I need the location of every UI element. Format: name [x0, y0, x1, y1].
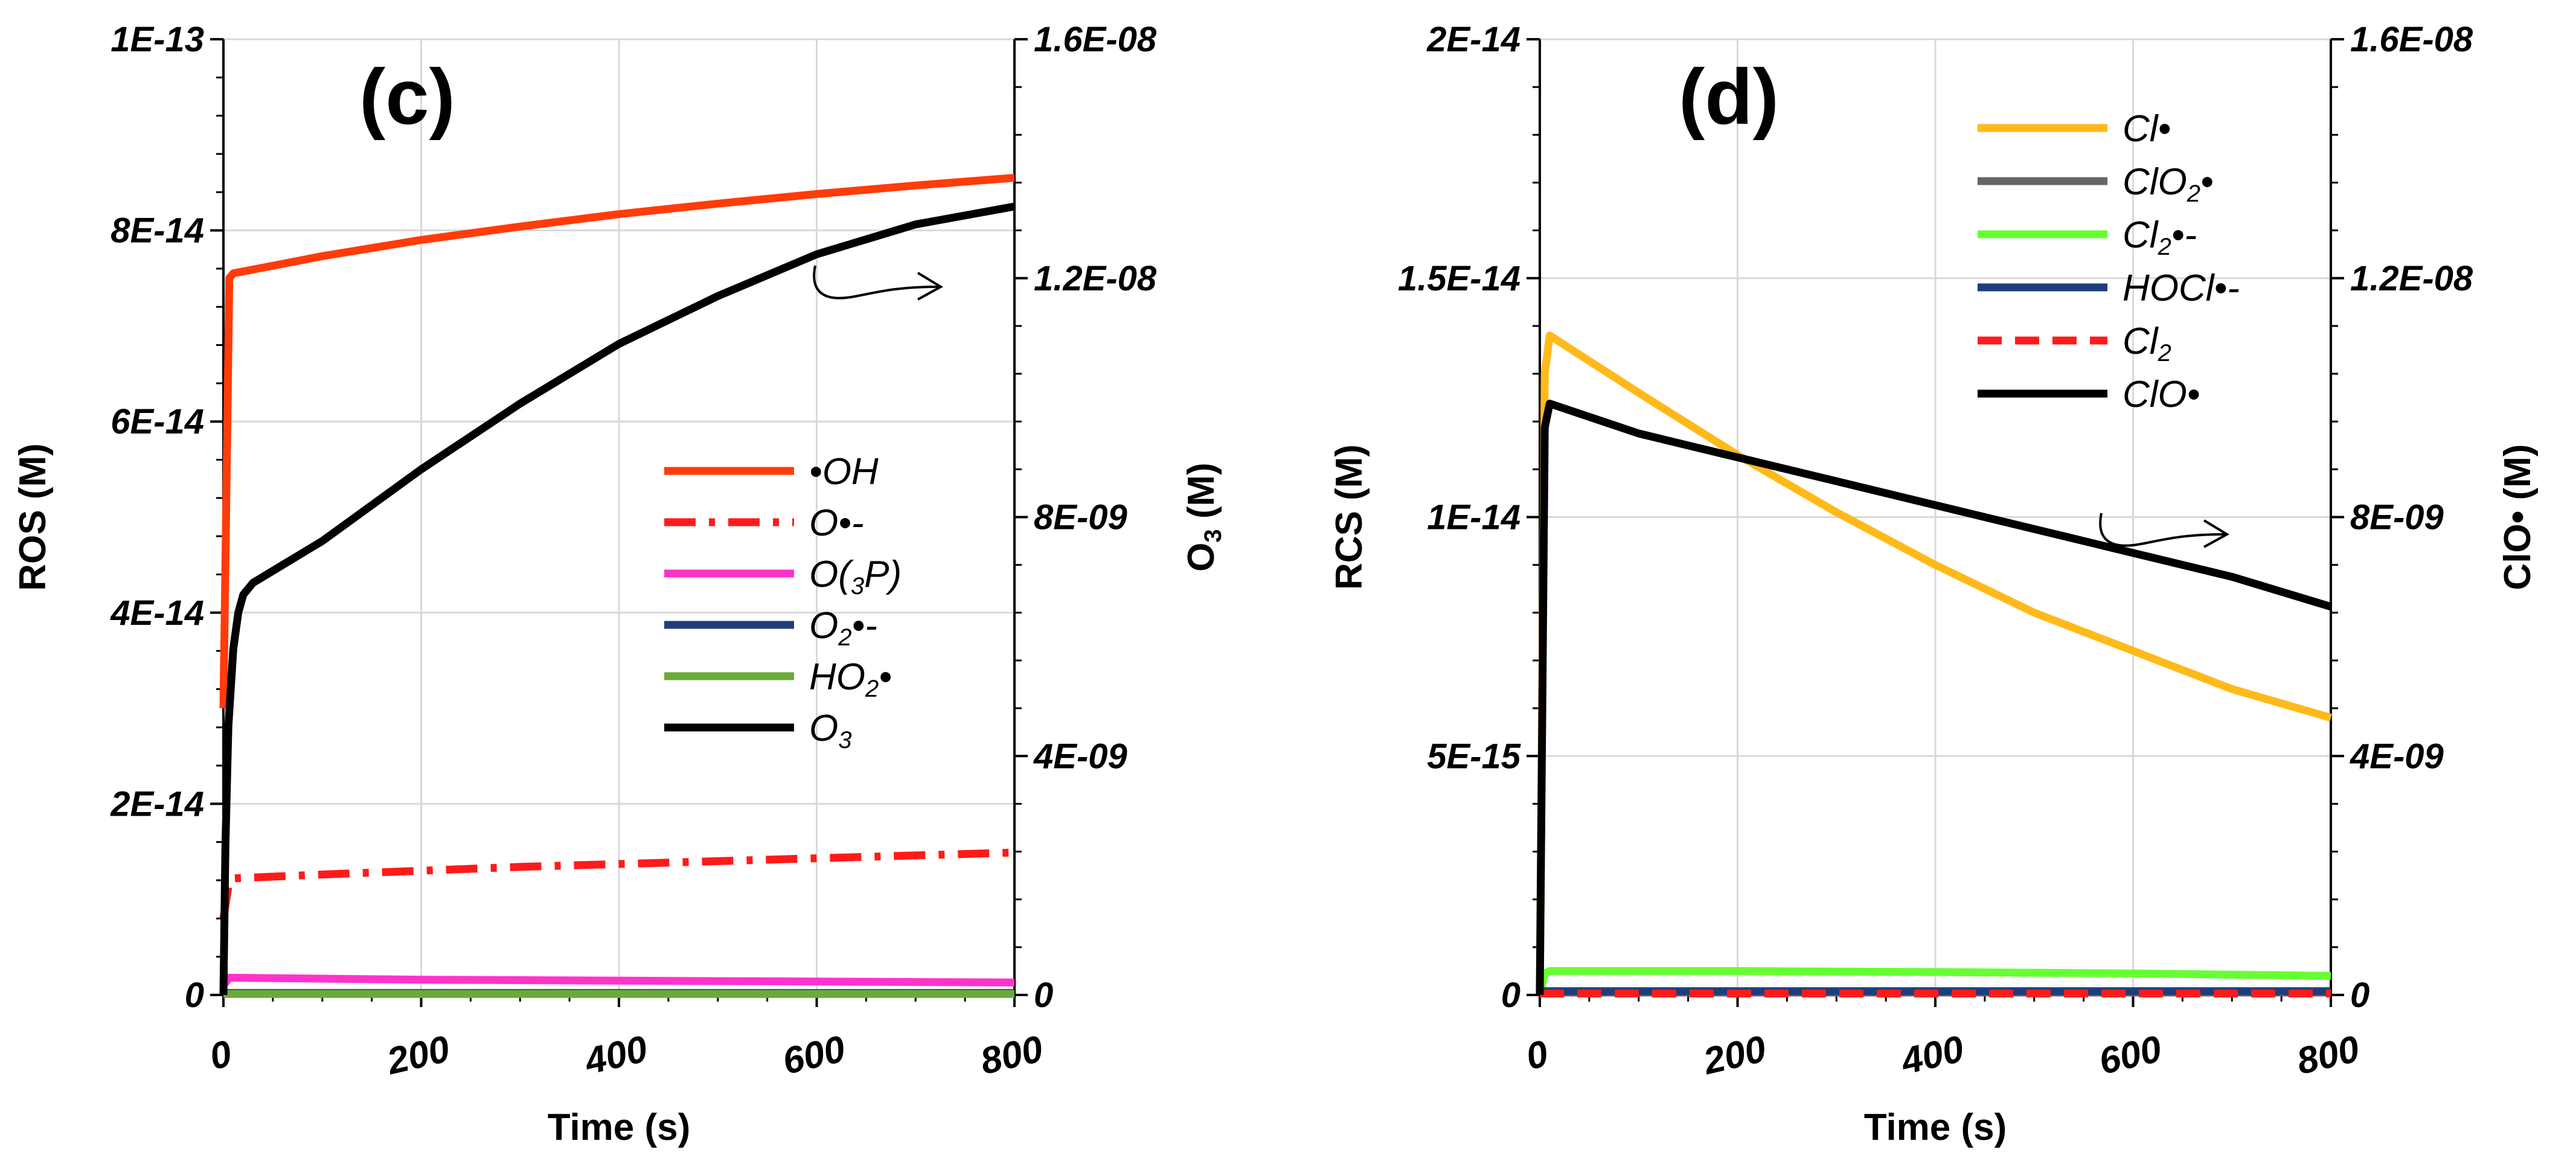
y-tick-label: 1.5E-14 — [1398, 259, 1520, 298]
y-tick-label: 6E-14 — [111, 402, 204, 441]
x-tick-label: 200 — [1699, 1028, 1770, 1083]
panel-label: (c) — [359, 53, 455, 141]
legend-label: O(3P) — [809, 554, 902, 600]
legend-label-tail: • — [2200, 161, 2214, 203]
legend-label-main: Cl• — [2123, 108, 2171, 150]
legend-label-main: HOCl•- — [2123, 267, 2240, 309]
legend-label-main: O — [809, 708, 838, 749]
legend-label: HO2• — [809, 656, 892, 702]
y2-title-main: ClO• (M) — [2497, 444, 2539, 590]
legend-label: •OH — [809, 451, 879, 493]
legend-label-main: ClO• — [2123, 374, 2200, 415]
y-tick-label: 1E-14 — [1427, 498, 1520, 537]
legend-label: HOCl•- — [2123, 267, 2240, 309]
chart-panel-d: 0 5E-15 1E-14 1.5E-14 2E-14 0 4E-09 8E-09 1.2E-0… — [1328, 20, 2539, 1148]
y-axis-title: RCS (M) — [1328, 444, 1370, 590]
legend-label-main: Cl — [2123, 214, 2159, 256]
series-line-0-2 — [220, 974, 1015, 988]
legend-label: ClO2• — [2123, 161, 2214, 207]
legend-label-main: Cl — [2123, 321, 2159, 362]
legend-label: Cl• — [2123, 108, 2171, 150]
x-tick-label: 400 — [1896, 1028, 1967, 1083]
y-tick-label: 0 — [1501, 976, 1520, 1015]
y2-tick-label: 8E-09 — [1034, 498, 1127, 537]
y2-tick-label: 1.6E-08 — [2350, 20, 2473, 59]
legend-label-sub: 3 — [851, 573, 864, 600]
arrow-head — [917, 272, 943, 301]
y-tick-label: 2E-14 — [1426, 20, 1520, 59]
chart-panel-c: 0 2E-14 4E-14 6E-14 8E-14 1E-13 0 4E-09 8E-09 1.2… — [12, 20, 1226, 1148]
series-line-0-5 — [219, 202, 1016, 996]
panel-label: (d) — [1679, 53, 1779, 141]
series-line-1-0 — [1536, 331, 2332, 996]
y-tick-label: 0 — [185, 976, 204, 1015]
y-tick-label: 1E-13 — [111, 20, 204, 59]
y2-tick-label: 4E-09 — [1033, 737, 1127, 776]
legend-label: Cl2 — [2123, 321, 2171, 366]
legend-label: O3 — [809, 708, 851, 753]
legend-label-sub: 2 — [838, 624, 851, 651]
series-line-0-0 — [219, 174, 1015, 709]
y-tick-label: 8E-14 — [111, 211, 204, 251]
y-tick-label: 2E-14 — [110, 784, 204, 823]
x-tick-label: 400 — [580, 1028, 651, 1083]
series-line-1-2 — [1536, 967, 2331, 996]
y2-tick-label: 4E-09 — [2350, 737, 2444, 776]
x-tick-label: 800 — [2293, 1028, 2363, 1083]
arrow-head — [2203, 519, 2229, 548]
legend-label-main: ClO — [2123, 161, 2187, 203]
x-tick-label: 200 — [383, 1028, 453, 1083]
y2-axis-title: ClO• (M) — [2497, 444, 2539, 590]
x-tick-label: 0 — [206, 1033, 235, 1078]
y-tick-label: 4E-14 — [110, 593, 204, 633]
series-line-1-5 — [1536, 400, 2332, 996]
y2-tick-label: 1.2E-08 — [1034, 259, 1157, 298]
legend-label-main: •OH — [809, 451, 879, 493]
y2-tick-label: 1.2E-08 — [2350, 259, 2473, 298]
legend-label-sub: 2 — [2158, 340, 2171, 366]
legend-label-sub: 2 — [2187, 181, 2200, 207]
y2-tick-label: 0 — [2350, 976, 2369, 1015]
x-tick-label: 800 — [976, 1028, 1046, 1083]
arrow-annotation — [813, 265, 940, 299]
y2-tick-label: 8E-09 — [2350, 498, 2444, 537]
x-tick-label: 0 — [1522, 1033, 1552, 1078]
x-axis-title: Time (s) — [1864, 1107, 2007, 1148]
y-tick-label: 5E-15 — [1427, 737, 1521, 776]
y2-tick-label: 1.6E-08 — [1034, 20, 1157, 59]
x-tick-label: 600 — [779, 1028, 849, 1083]
legend-label-tail: •- — [851, 605, 877, 647]
legend-label: O•- — [809, 502, 864, 544]
legend-label: ClO• — [2123, 374, 2200, 415]
y2-title-main: O — [1181, 543, 1222, 572]
legend-label-main: O — [809, 605, 838, 647]
legend-label-tail: • — [879, 656, 892, 698]
y2-title-sub: 3 — [1200, 529, 1226, 542]
legend-label-sub: 3 — [838, 727, 851, 753]
y2-tick-label: 0 — [1034, 976, 1053, 1015]
y2-axis-title: O3 (M) — [1181, 462, 1226, 572]
arrow-annotation — [2099, 513, 2226, 547]
legend-label-sub: 2 — [865, 676, 879, 702]
x-tick-label: 600 — [2095, 1028, 2165, 1083]
x-axis-title: Time (s) — [548, 1107, 691, 1148]
y2-title-tail: (M) — [1181, 462, 1222, 529]
legend-label-tail: P) — [864, 554, 902, 595]
legend-label: Cl2•- — [2123, 214, 2197, 260]
legend-label-main: O•- — [809, 502, 864, 544]
legend-label: O2•- — [809, 605, 877, 651]
series-line-0-1 — [219, 848, 1015, 919]
legend-label-main: O( — [809, 554, 854, 595]
legend-label-tail: •- — [2171, 214, 2197, 256]
y-axis-title: ROS (M) — [12, 443, 54, 591]
legend-label-main: HO — [809, 656, 865, 698]
legend-label-sub: 2 — [2158, 234, 2171, 260]
